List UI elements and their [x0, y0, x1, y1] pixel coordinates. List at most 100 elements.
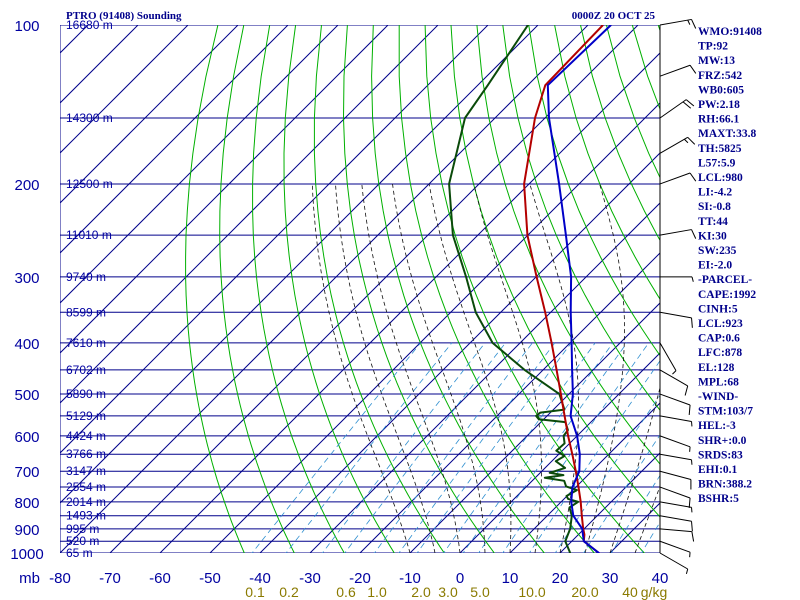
- mixing-ratio-label: 0.6: [336, 584, 356, 600]
- wind-barb-flag: [685, 568, 689, 574]
- stability-index-line: L57:5.9: [698, 157, 736, 169]
- mixing-ratio-line: [528, 360, 660, 553]
- mixing-ratio-label: 2.0: [411, 584, 431, 600]
- stability-index-line: EL:128: [698, 362, 735, 374]
- height-label: 5890 m: [66, 387, 106, 401]
- moist-adiabat-line: [311, 183, 411, 553]
- stability-index-line: EHI:0.1: [698, 464, 738, 476]
- wind-barb: [659, 342, 677, 375]
- wind-barb: [659, 486, 691, 508]
- dry-adiabat-line: [528, 25, 660, 357]
- stability-index-line: CINH:5: [698, 303, 738, 315]
- mixing-ratio-label: 10.0: [518, 584, 545, 600]
- pressure-tick-label: 700: [14, 464, 39, 481]
- isotherm-line: [309, 202, 660, 553]
- wind-barb-staff: [659, 552, 688, 570]
- stability-index-line: PW:2.18: [698, 99, 740, 111]
- wind-barb: [659, 415, 693, 427]
- temperature-tick-label: 30: [602, 570, 619, 587]
- wind-barb-flag: [687, 136, 696, 145]
- moist-adiabat-line: [335, 183, 436, 553]
- stability-index-line: MW:13: [698, 55, 735, 67]
- dry-adiabat-line: [283, 25, 395, 553]
- dry-adiabat-line: [580, 25, 660, 242]
- isotherm-line: [60, 25, 189, 154]
- wind-barb-staff: [659, 453, 692, 461]
- wind-barb-staff: [659, 369, 688, 387]
- temperature-tick-label: -10: [399, 570, 421, 587]
- wind-barb-staff: [659, 435, 691, 448]
- isotherm-line: [109, 25, 639, 553]
- temperature-tick-label: -70: [99, 570, 121, 587]
- height-label: 1493 m: [66, 509, 106, 523]
- isotherm-line: [359, 252, 660, 553]
- wind-barb-flag: [689, 172, 697, 182]
- wind-barb: [659, 229, 697, 239]
- dry-adiabat-line: [185, 25, 245, 553]
- stability-index-line: SRDS:83: [698, 449, 743, 461]
- wind-barb: [659, 311, 693, 328]
- mixing-ratio-lines: [251, 342, 660, 553]
- wind-barb-column: [659, 18, 697, 574]
- mixing-ratio-line: [443, 342, 596, 553]
- stability-index-line: MAXT:33.8: [698, 128, 756, 140]
- height-label: 9740 m: [66, 270, 106, 284]
- height-label: 11010 m: [66, 228, 112, 242]
- stability-index-line: -WIND-: [698, 391, 738, 403]
- wind-barb-flag: [691, 317, 693, 328]
- wind-barb-flag: [691, 229, 697, 239]
- mixing-ratio-line: [416, 342, 572, 553]
- pressure-tick-label: 900: [14, 522, 39, 539]
- stability-index-line: EI:-2.0: [698, 260, 732, 272]
- stability-index-line: LI:-4.2: [698, 187, 732, 199]
- wind-barb-staff: [659, 540, 691, 553]
- isotherm-line: [559, 452, 660, 553]
- wind-barb: [659, 540, 691, 558]
- stability-index-line: SHR+:0.0: [698, 435, 747, 447]
- temperature-tick-label: -20: [349, 570, 371, 587]
- mixing-ratio-line: [285, 342, 453, 553]
- wind-barb: [659, 515, 693, 532]
- isotherm-line: [60, 25, 439, 404]
- height-label: 6702 m: [66, 363, 106, 377]
- wind-barb-staff: [659, 229, 692, 236]
- mixing-ratio-line: [373, 342, 533, 553]
- temperature-tick-label: -60: [149, 570, 171, 587]
- mixing-ratio-line: [583, 434, 660, 553]
- temperature-tick-label: 0: [456, 570, 464, 587]
- temperature-tick-label: 40: [652, 570, 669, 587]
- stability-index-line: WB0:605: [698, 84, 744, 96]
- wind-barb-flag: [691, 531, 695, 542]
- wind-barb: [659, 369, 689, 396]
- moist-adiabat-line: [584, 183, 625, 553]
- moist-adiabat-line: [529, 183, 579, 553]
- height-label: 4424 m: [66, 429, 106, 443]
- height-label: 16680 m: [66, 18, 113, 32]
- temperature-tick-label: -40: [249, 570, 271, 587]
- pressure-tick-label: 600: [14, 429, 39, 446]
- stability-index-line: TH:5825: [698, 143, 742, 155]
- dry-adiabat-line: [252, 25, 345, 553]
- wind-barb: [659, 18, 697, 29]
- wind-barb-flag: [688, 404, 691, 416]
- wind-barb: [659, 435, 691, 452]
- pressure-temperature-grid: [60, 25, 660, 553]
- stability-index-line: -PARCEL-: [698, 274, 752, 286]
- dry-adiabat-line: [788, 25, 800, 564]
- wind-barb-flag: [688, 497, 691, 508]
- wind-barb: [659, 99, 695, 119]
- stability-index-line: SW:235: [698, 245, 737, 257]
- height-label: 3147 m: [66, 464, 106, 478]
- dry-adiabat-line: [476, 25, 660, 465]
- wind-barb: [659, 393, 691, 416]
- stability-index-line: FRZ:542: [698, 70, 742, 82]
- stability-index-line: CAP:0.6: [698, 333, 740, 345]
- wind-barb: [659, 136, 696, 154]
- mixing-ratio-line: [554, 394, 660, 553]
- temperature-tick-label: -80: [49, 570, 71, 587]
- temperature-tick-label: -30: [299, 570, 321, 587]
- mixing-ratio-label: g/kg: [641, 584, 667, 600]
- stability-index-line: HEL:-3: [698, 420, 736, 432]
- stability-index-line: BSHR:5: [698, 493, 739, 505]
- wind-barb: [660, 276, 694, 282]
